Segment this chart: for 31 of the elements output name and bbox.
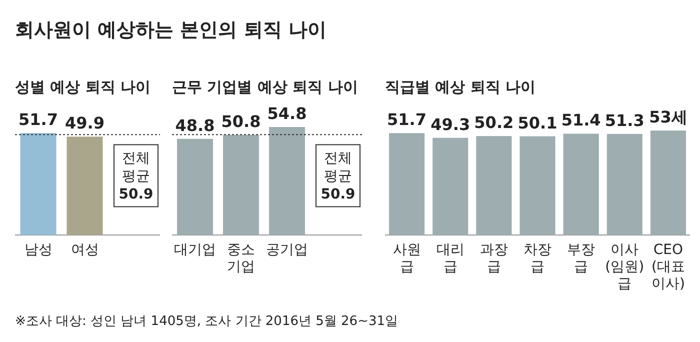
data-label: 48.8 (175, 116, 215, 135)
x-tick-label: 대기업 (174, 242, 216, 258)
data-label: 50.2 (474, 113, 514, 132)
x-tick-label: 차장 급 (524, 242, 552, 275)
data-label: 54.8 (267, 104, 307, 123)
text: 회사원이 예상하는 본인의 퇴직 나이 (15, 19, 326, 41)
data-label: 53세 (649, 108, 688, 127)
x-tick-label: 여성 (70, 242, 99, 258)
x-tick-label: 부장 급 (567, 242, 596, 275)
data-label: 51.7 (18, 110, 58, 130)
data-label: 50.8 (221, 112, 261, 131)
chart-title: 근무 기업별 예상 퇴직 나이 (172, 78, 358, 96)
data-label: 51.3 (604, 110, 644, 130)
data-label: 49.9 (65, 114, 104, 133)
x-tick-label: 공기업 (266, 242, 308, 258)
x-tick-label: 과장 급 (480, 242, 508, 275)
x-tick-label: 중소 기업 (227, 242, 255, 275)
x-tick-label: 대리 급 (436, 242, 464, 275)
chart-title: 성별 예상 퇴직 나이 (15, 78, 151, 96)
data-label: 49.3 (430, 114, 470, 134)
ref-line-label: 전체 평균 50.9 (118, 150, 154, 203)
data-label: 50.1 (518, 113, 558, 132)
x-tick-label: 이사 (임원) 급 (605, 242, 644, 292)
data-label: 51.7 (387, 110, 427, 130)
x-tick-label: 사원 급 (392, 242, 421, 275)
x-tick-label: 남성 (24, 242, 52, 258)
chart-title: 직급별 예상 퇴직 나이 (385, 78, 536, 96)
data-label: 51.4 (561, 110, 601, 130)
x-tick-label: CEO (대표 이사) (651, 242, 685, 292)
text: ※조사 대상: 성인 남녀 1405명, 조사 기간 2016년 5월 26~31일 (15, 314, 398, 329)
ref-line-label: 전체 평균 50.9 (320, 150, 356, 203)
